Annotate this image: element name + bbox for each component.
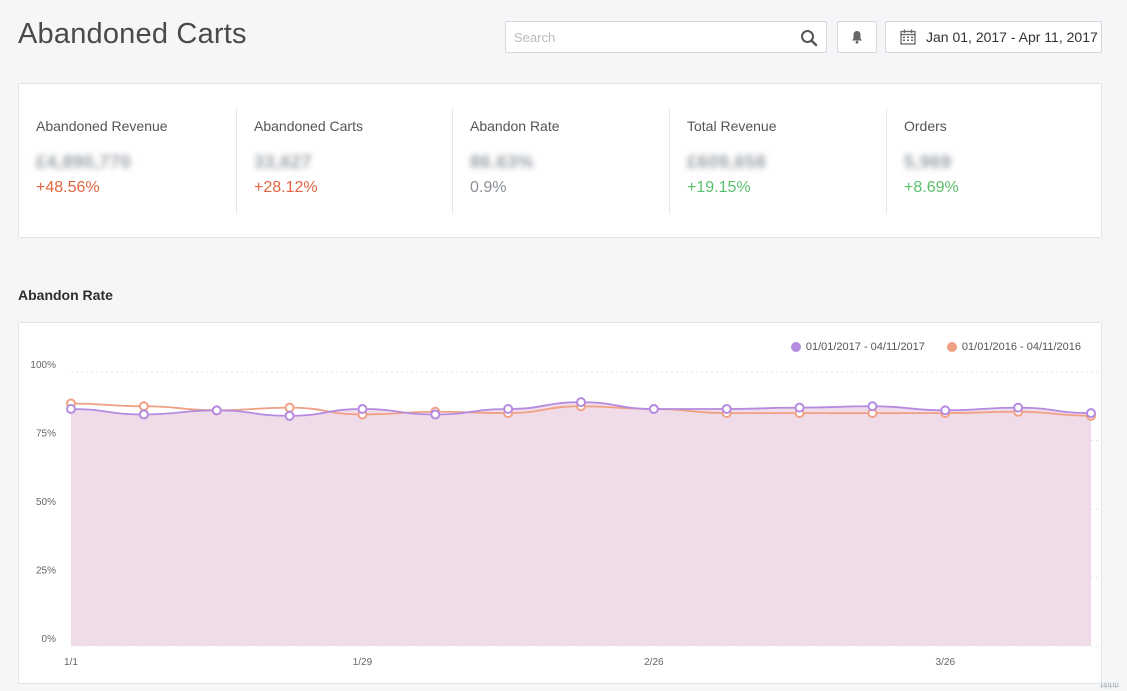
- data-point: [66, 403, 76, 414]
- data-point: [357, 403, 368, 414]
- notifications-button[interactable]: [837, 21, 877, 53]
- stat-label: Total Revenue: [687, 118, 777, 134]
- stat-label: Orders: [904, 118, 947, 134]
- data-point: [503, 403, 514, 414]
- data-point: [867, 401, 878, 412]
- legend-label: 01/01/2017 - 04/11/2017: [805, 341, 925, 353]
- stat-total-revenue: Total Revenue £609,658 +19.15%: [669, 108, 886, 214]
- y-tick-label: 100%: [30, 360, 56, 371]
- data-point: [794, 402, 805, 413]
- y-tick-label: 0%: [42, 634, 57, 645]
- search-input[interactable]: [506, 22, 802, 52]
- data-point: [940, 405, 951, 416]
- stat-abandon-rate: Abandon Rate 86.63% 0.9%: [452, 108, 669, 214]
- legend-label: 01/01/2016 - 04/11/2016: [961, 341, 1081, 353]
- stat-value: 86.63%: [470, 152, 535, 172]
- chart-legend: 01/01/2017 - 04/11/2017 01/01/2016 - 04/…: [790, 341, 1081, 353]
- data-point: [284, 410, 295, 421]
- area-fill: [71, 402, 1091, 646]
- stat-abandoned-carts: Abandoned Carts 33,627 +28.12%: [236, 108, 453, 214]
- bell-icon: [851, 30, 863, 44]
- abandon-rate-chart: 01/01/2017 - 04/11/2017 01/01/2016 - 04/…: [18, 322, 1102, 684]
- stat-value: 5,969: [904, 152, 952, 172]
- data-point: [138, 401, 149, 412]
- stat-change: +48.56%: [36, 179, 100, 196]
- date-range-picker[interactable]: Jan 01, 2017 - Apr 11, 2017: [885, 21, 1102, 53]
- legend-dot-icon: [946, 342, 957, 352]
- stat-value: £4,890,770: [36, 152, 132, 172]
- legend-dot-icon: [790, 342, 801, 352]
- y-tick-label: 25%: [36, 566, 56, 577]
- chart-plot: 0% 25% 50% 75% 100% 1/1 1/29 2/26 3/26: [30, 360, 1099, 668]
- data-point: [721, 403, 732, 414]
- data-point: [648, 403, 659, 414]
- legend-item-previous[interactable]: 01/01/2016 - 04/11/2016: [946, 341, 1081, 353]
- data-point: [1086, 408, 1096, 419]
- data-point: [430, 409, 441, 420]
- stat-value: £609,658: [687, 152, 767, 172]
- x-tick-label: 1/29: [353, 657, 373, 668]
- x-tick-label: 1/1: [64, 657, 78, 668]
- y-tick-label: 50%: [36, 497, 56, 508]
- section-title: Abandon Rate: [18, 287, 113, 303]
- search-icon[interactable]: [800, 29, 818, 47]
- data-point: [1013, 402, 1024, 413]
- footer-mark: µµµµ: [1100, 680, 1119, 689]
- date-range-label: Jan 01, 2017 - Apr 11, 2017: [926, 29, 1098, 45]
- data-point: [211, 405, 222, 416]
- stat-change: 0.9%: [470, 179, 507, 196]
- stat-value: 33,627: [254, 152, 313, 172]
- stat-label: Abandoned Carts: [254, 118, 363, 134]
- stat-orders: Orders 5,969 +8.69%: [886, 108, 1101, 214]
- stat-change: +8.69%: [904, 179, 959, 196]
- x-tick-label: 3/26: [936, 657, 956, 668]
- stat-label: Abandoned Revenue: [36, 118, 168, 134]
- stat-abandoned-revenue: Abandoned Revenue £4,890,770 +48.56%: [19, 108, 236, 214]
- calendar-icon: [900, 29, 916, 45]
- legend-item-current[interactable]: 01/01/2017 - 04/11/2017: [790, 341, 925, 353]
- data-point: [576, 397, 586, 408]
- stats-summary-card: Abandoned Revenue £4,890,770 +48.56% Aba…: [18, 83, 1102, 238]
- data-point: [138, 409, 149, 420]
- page-title: Abandoned Carts: [18, 18, 247, 50]
- stat-change: +28.12%: [254, 179, 318, 196]
- stat-label: Abandon Rate: [470, 118, 560, 134]
- y-tick-label: 75%: [36, 429, 56, 440]
- x-tick-label: 2/26: [644, 657, 664, 668]
- search-box[interactable]: [505, 21, 827, 53]
- data-point: [284, 402, 295, 413]
- stat-change: +19.15%: [687, 179, 751, 196]
